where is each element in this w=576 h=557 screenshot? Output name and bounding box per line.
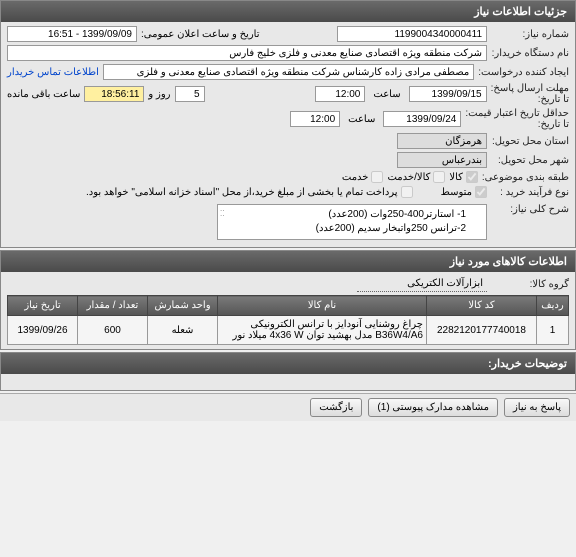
cell-name: چراغ روشنایی آنودایز با ترانس الکترونیکی… [218,316,427,345]
cell-unit: شعله [148,316,218,345]
reply-deadline-label: مهلت ارسال پاسخ:تا تاریخ: [491,83,569,105]
need-details-panel: جزئیات اطلاعات نیاز شماره نیاز: 11990043… [0,0,576,248]
back-button[interactable]: بازگشت [310,398,362,417]
col-unit: واحد شمارش [148,296,218,316]
col-row: ردیف [537,296,569,316]
budget-row-label: طبقه بندی موضوعی: [482,172,569,183]
price-time: 12:00 [290,111,340,127]
col-code: کد کالا [427,296,537,316]
creator-value: مصطفی مرادی زاده کارشناس شرکت منطقه ویژه… [103,64,474,80]
chk-service-goods[interactable]: کالا/خدمت [387,171,445,183]
delivery-city: بندرعباس [397,152,487,168]
chk-goods[interactable]: کالا [449,171,478,183]
need-number-value: 1199004340000411 [337,26,487,42]
announce-label: تاریخ و ساعت اعلان عمومی: [141,29,260,40]
goods-info-panel: اطلاعات کالاهای مورد نیاز گروه کالا: ابز… [0,250,576,350]
price-valid-label: حداقل تاریخ اعتبار قیمت:تا تاریخ: [465,108,569,130]
price-date: 1399/09/24 [383,111,461,127]
col-name: نام کالا [218,296,427,316]
contact-link[interactable]: اطلاعات تماس خریدار [7,67,99,78]
buyer-notes-panel: توضیحات خریدار: [0,352,576,391]
cell-date: 1399/09/26 [8,316,78,345]
creator-label: ایجاد کننده درخواست: [478,67,569,78]
col-qty: تعداد / مقدار [78,296,148,316]
need-description[interactable]: .... 1- استارتر400-250وات (200عدد) 2-ترا… [217,204,487,240]
purchase-type-label: نوع فرآیند خرید : [491,187,569,198]
delivery-province-label: استان محل تحویل: [491,136,569,147]
panel1-body: شماره نیاز: 1199004340000411 تاریخ و ساع… [1,22,575,247]
panel2-body: گروه کالا: ابزارآلات الکتریکی ردیف کد کا… [1,272,575,349]
announce-value: 1399/09/09 - 16:51 [7,26,137,42]
chk-partial-pay[interactable]: پرداخت تمام یا بخشی از مبلغ خرید،از محل … [86,186,413,198]
cell-idx: 1 [537,316,569,345]
reply-button[interactable]: پاسخ به نیاز [504,398,570,417]
panel3-body [1,374,575,390]
attachments-button[interactable]: مشاهده مدارک پیوستی (1) [368,398,498,417]
remaining-label: ساعت باقی مانده [7,89,80,100]
panel2-title: اطلاعات کالاهای مورد نیاز [1,251,575,272]
delivery-city-label: شهر محل تحویل: [491,155,569,166]
table-row[interactable]: 1 2282120177740018 چراغ روشنایی آنودایز … [8,316,569,345]
buyer-org-label: نام دستگاه خریدار: [491,48,569,59]
group-label: گروه کالا: [491,279,569,290]
reply-time: 12:00 [315,86,365,102]
reply-date: 1399/09/15 [409,86,487,102]
goods-table: ردیف کد کالا نام کالا واحد شمارش تعداد /… [7,295,569,345]
days-value: 5 [175,86,205,102]
days-label: روز و [148,89,170,100]
desc-label: شرح کلی نیاز: [491,204,569,215]
cell-qty: 600 [78,316,148,345]
countdown-time: 18:56:11 [84,86,144,102]
chk-service[interactable]: خدمت [342,171,384,183]
panel1-title: جزئیات اطلاعات نیاز [1,1,575,22]
buyer-org-value: شرکت منطقه ویژه اقتصادی صنایع معدنی و فل… [7,45,487,61]
cell-code: 2282120177740018 [427,316,537,345]
desc-line2: 2-ترانس 250واتبخار سدیم (200عدد) [224,222,466,236]
footer-buttons: پاسخ به نیاز مشاهده مدارک پیوستی (1) باز… [0,393,576,421]
delivery-province: هرمزگان [397,133,487,149]
panel3-title: توضیحات خریدار: [1,353,575,374]
desc-line1: 1- استارتر400-250وات (200عدد) [224,208,466,222]
chk-medium[interactable]: متوسط [441,186,487,198]
col-date: تاریخ نیاز [8,296,78,316]
group-value: ابزارآلات الکتریکی [357,276,487,292]
resize-icon[interactable]: .... [220,207,224,217]
time-label-1: ساعت [373,89,400,100]
need-number-label: شماره نیاز: [491,29,569,40]
time-label-2: ساعت [348,114,375,125]
